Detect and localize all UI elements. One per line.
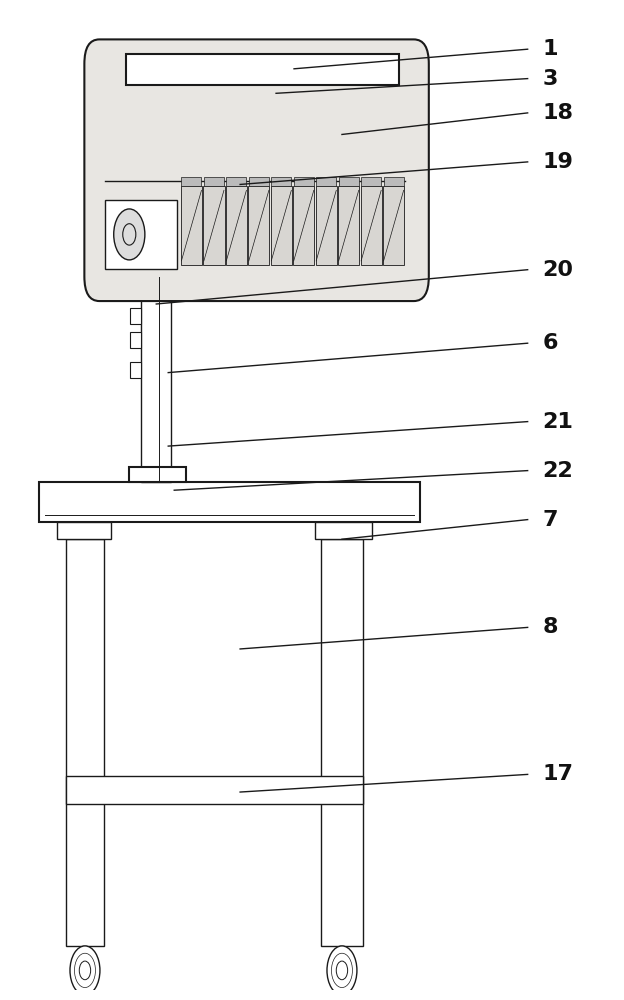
Text: 19: 19 (543, 152, 573, 172)
Text: 3: 3 (543, 69, 558, 89)
Text: 21: 21 (543, 412, 573, 432)
Polygon shape (293, 186, 314, 265)
Circle shape (70, 946, 100, 995)
Polygon shape (203, 186, 225, 265)
Polygon shape (129, 467, 186, 482)
Polygon shape (338, 186, 359, 265)
Polygon shape (66, 776, 363, 804)
Polygon shape (315, 522, 372, 539)
FancyBboxPatch shape (84, 39, 429, 301)
Polygon shape (316, 177, 336, 186)
Polygon shape (141, 277, 171, 482)
Polygon shape (130, 332, 141, 348)
Polygon shape (383, 186, 404, 265)
Text: 20: 20 (543, 260, 573, 280)
Polygon shape (66, 539, 104, 946)
Polygon shape (130, 362, 141, 377)
Polygon shape (361, 186, 382, 265)
Polygon shape (271, 186, 292, 265)
Polygon shape (227, 177, 246, 186)
Text: 7: 7 (543, 510, 558, 530)
Text: 1: 1 (543, 39, 558, 59)
Text: 6: 6 (543, 333, 558, 353)
Text: 18: 18 (543, 103, 573, 123)
Polygon shape (204, 177, 224, 186)
Text: 8: 8 (543, 617, 558, 637)
Polygon shape (182, 177, 202, 186)
Polygon shape (316, 186, 337, 265)
Polygon shape (57, 522, 111, 539)
Polygon shape (39, 482, 420, 522)
Text: 22: 22 (543, 461, 573, 481)
Polygon shape (271, 177, 291, 186)
Polygon shape (130, 308, 141, 324)
Polygon shape (321, 539, 363, 946)
Polygon shape (181, 186, 202, 265)
Circle shape (114, 209, 145, 260)
Polygon shape (384, 177, 404, 186)
Polygon shape (226, 186, 247, 265)
Polygon shape (248, 186, 270, 265)
Polygon shape (339, 177, 359, 186)
Polygon shape (249, 177, 269, 186)
Polygon shape (105, 200, 177, 269)
Polygon shape (294, 177, 314, 186)
Polygon shape (361, 177, 381, 186)
Text: 17: 17 (543, 764, 573, 784)
Circle shape (327, 946, 357, 995)
Polygon shape (126, 54, 399, 85)
